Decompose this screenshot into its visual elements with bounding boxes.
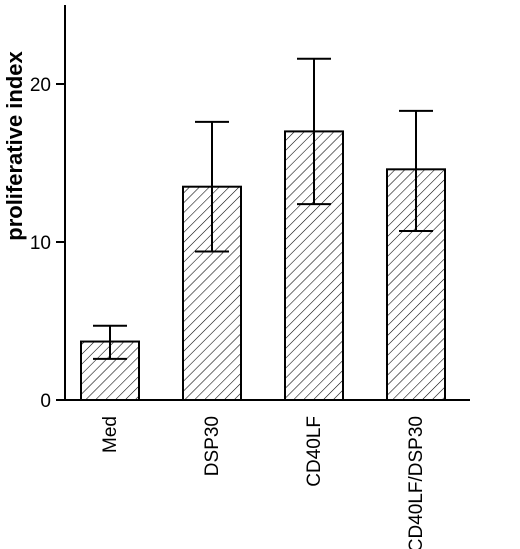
y-tick-label-1: 10 bbox=[30, 233, 51, 254]
plot-area: Med DSP30 CD40LF CD40LF/DSP30 0 10 20 bbox=[30, 5, 470, 549]
x-tick-label-1: DSP30 bbox=[202, 416, 223, 476]
x-tick-label-0: Med bbox=[100, 416, 121, 453]
y-tick-label-2: 20 bbox=[30, 75, 51, 96]
x-tick-label-3: CD40LF/DSP30 bbox=[406, 416, 427, 549]
y-tick-label-0: 0 bbox=[40, 391, 51, 412]
y-axis-label: proliferative index bbox=[2, 50, 27, 240]
x-tick-label-2: CD40LF bbox=[304, 416, 325, 487]
